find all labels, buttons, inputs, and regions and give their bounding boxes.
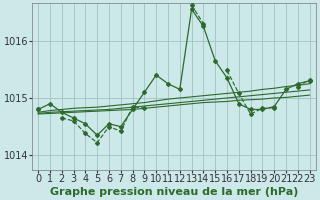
X-axis label: Graphe pression niveau de la mer (hPa): Graphe pression niveau de la mer (hPa) bbox=[50, 187, 298, 197]
